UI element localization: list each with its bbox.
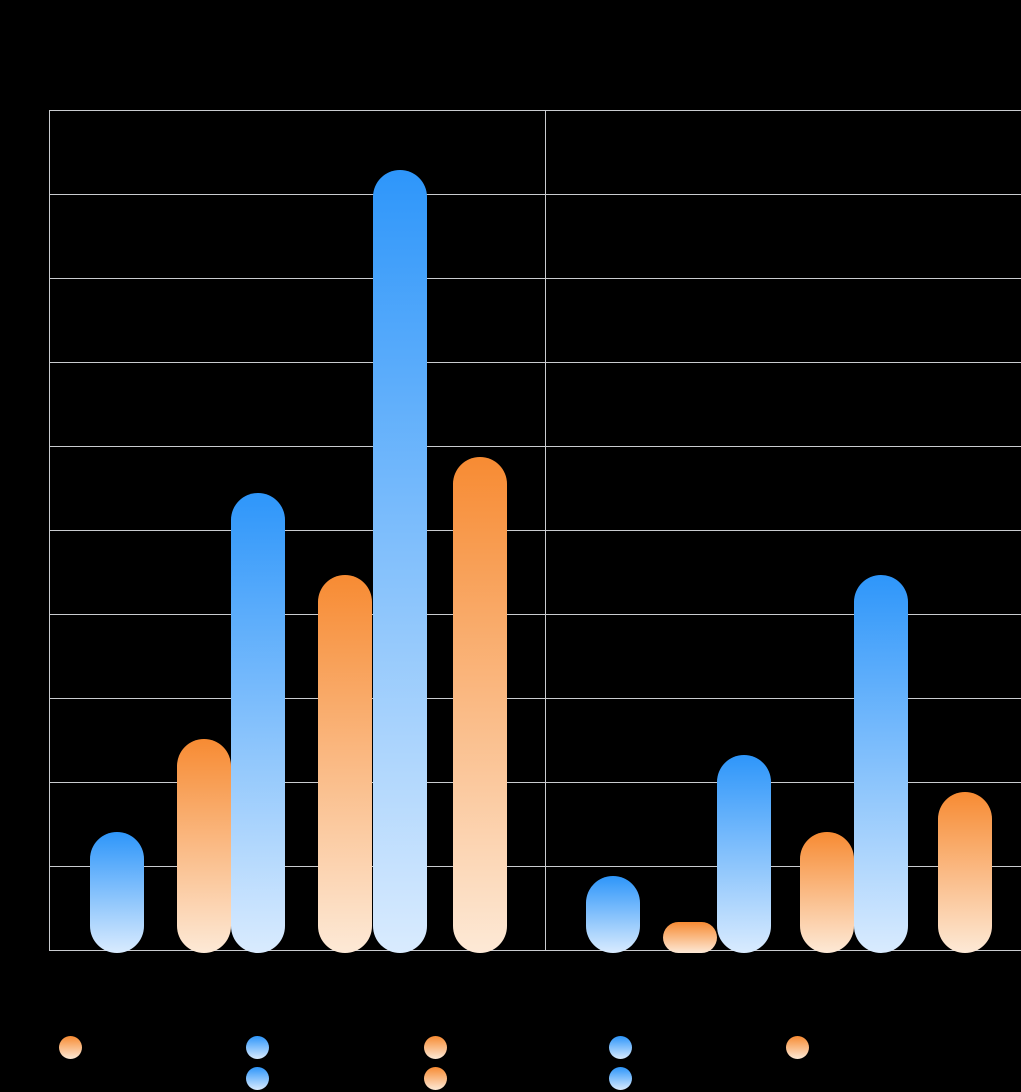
legend-marker-orange-r2-i2[interactable] [423,1066,447,1090]
legend-marker-orange-r1-i1[interactable] [58,1035,82,1059]
legend-marker-blue-r1-i4[interactable] [608,1035,632,1059]
legend-marker-blue-r2-i3[interactable] [608,1066,632,1090]
h-gridline [49,362,1021,363]
bar-series-2-orange-category-1 [177,739,231,953]
h-gridline [49,782,1021,783]
plot-top-border [49,110,1021,111]
v-gridline-category-divider [545,110,546,950]
bar-series-3-blue-category-1 [231,493,285,953]
x-axis-line [49,950,1021,951]
legend-marker-blue-r2-i1[interactable] [245,1066,269,1090]
h-gridline [49,698,1021,699]
y-axis-line [49,110,50,950]
bar-series-2-orange-category-2 [663,922,717,953]
bar-series-4-orange-category-2 [800,832,854,953]
bar-series-3-blue-category-2 [717,755,771,953]
h-gridline [49,278,1021,279]
h-gridline [49,530,1021,531]
h-gridline [49,446,1021,447]
bar-series-4-orange-category-1 [318,574,372,953]
bar-series-5-blue-category-2 [854,575,908,953]
bar-series-1-blue-category-1 [90,831,144,953]
bar-series-5-blue-category-1 [373,169,427,953]
h-gridline [49,614,1021,615]
bar-series-6-orange-category-2 [938,792,992,953]
bar-series-1-blue-category-2 [586,876,640,953]
legend-marker-orange-r1-i3[interactable] [423,1035,447,1059]
legend-marker-blue-r1-i2[interactable] [245,1035,269,1059]
h-gridline [49,866,1021,867]
legend-marker-orange-r1-i5[interactable] [785,1035,809,1059]
bar-series-6-orange-category-1 [453,456,507,953]
h-gridline [49,194,1021,195]
